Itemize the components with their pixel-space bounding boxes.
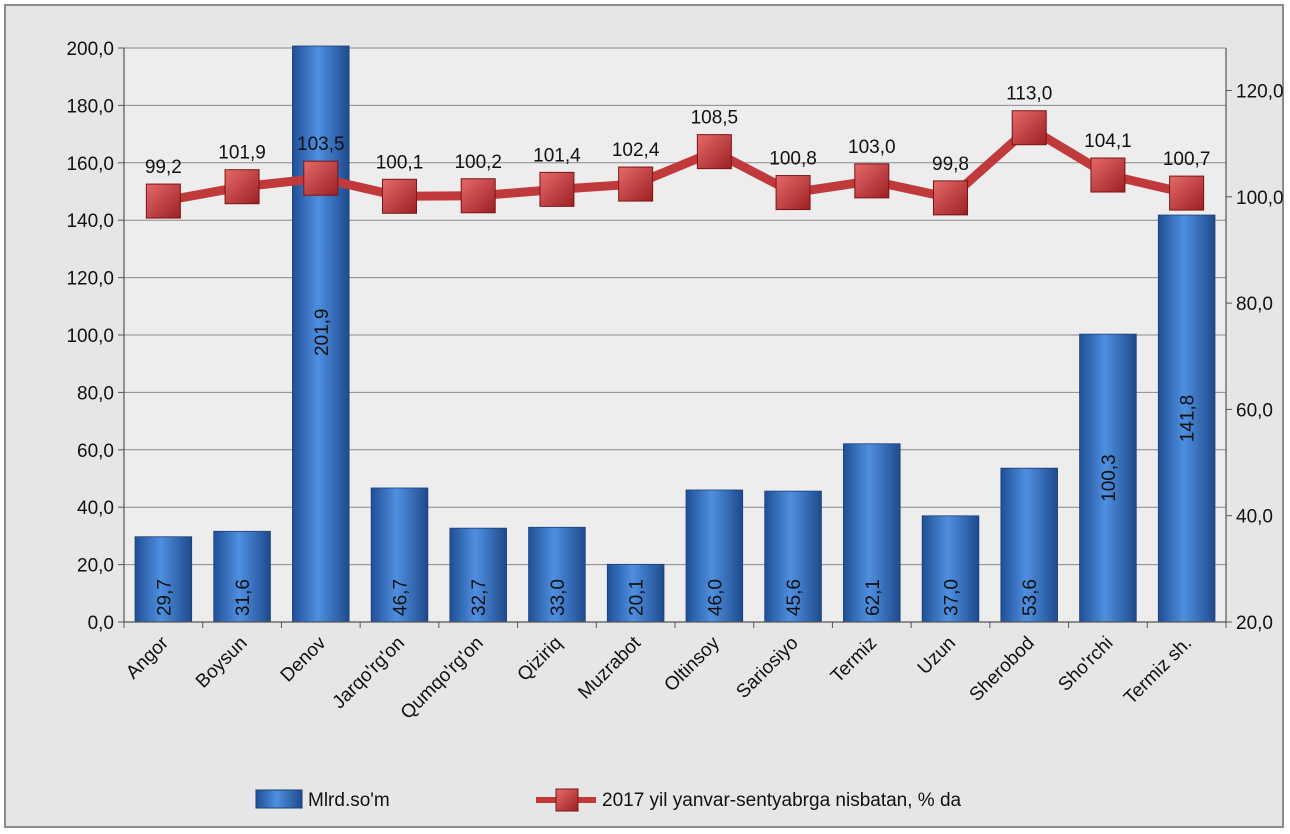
left-tick-label: 100,0 <box>66 326 114 347</box>
bar-value-label: 33,0 <box>548 579 569 616</box>
line-value-label: 100,1 <box>376 152 424 173</box>
left-tick-label: 0,0 <box>88 613 114 634</box>
category-label: Qiziriq <box>514 633 567 686</box>
line-marker <box>933 180 968 216</box>
line-value-label: 103,5 <box>297 134 345 155</box>
category-label: Boysun <box>192 633 252 693</box>
line-marker <box>460 178 496 214</box>
category-label: Jarqo'rg'on <box>329 633 409 713</box>
line-marker <box>696 134 732 170</box>
left-tick-label: 140,0 <box>66 211 114 232</box>
line-marker <box>145 183 181 219</box>
line-value-label: 99,8 <box>932 154 969 175</box>
category-label: Sho'rchi <box>1054 633 1117 696</box>
line-marker <box>854 163 890 199</box>
left-tick-label: 80,0 <box>77 383 114 404</box>
right-tick-label: 20,0 <box>1236 613 1273 634</box>
legend-line-marker <box>555 788 579 812</box>
bar <box>134 536 193 623</box>
right-tick-label: 80,0 <box>1236 294 1273 315</box>
line-value-label: 104,1 <box>1084 131 1132 152</box>
legend: Mlrd.so'm 2017 yil yanvar-sentyabrga nisb… <box>255 788 962 812</box>
left-tick-label: 40,0 <box>77 498 114 519</box>
bar <box>213 530 271 623</box>
gridlines <box>124 47 1226 623</box>
bar-value-label: 32,7 <box>469 579 490 616</box>
line-marker <box>1169 175 1205 211</box>
line-marker <box>618 166 654 202</box>
chart-frame: 29,7 31,6 201,9 46,7 32,7 33,0 20,1 46,0 45,6 62,… <box>4 4 1284 828</box>
bar-value-label: 31,6 <box>233 579 254 616</box>
bar-value-label: 62,1 <box>863 579 884 616</box>
line-value-label: 102,4 <box>612 140 660 161</box>
bar-value-label: 100,3 <box>1099 454 1120 502</box>
line-value-label: 113,0 <box>1006 84 1052 105</box>
category-label: Angor <box>122 632 173 683</box>
bar <box>1079 333 1137 623</box>
left-tick-label: 60,0 <box>77 441 114 462</box>
bar-series: 29,7 31,6 201,9 46,7 32,7 33,0 20,1 46,0 45,6 62,… <box>134 45 1216 623</box>
bar-value-label: 201,9 <box>312 309 333 357</box>
legend-bar-swatch <box>255 789 303 809</box>
line-marker <box>539 171 575 207</box>
bar <box>1157 214 1216 623</box>
line-series <box>145 110 1205 219</box>
right-tick-label: 120,0 <box>1236 82 1284 103</box>
category-label: Termiz sh. <box>1120 633 1196 709</box>
category-label: Sariosiyo <box>732 633 802 703</box>
left-tick-label: 160,0 <box>66 154 114 175</box>
left-tick-label: 180,0 <box>66 96 114 117</box>
line-marker <box>382 178 417 214</box>
line-value-label: 108,5 <box>691 108 739 129</box>
line-value-label: 101,9 <box>218 143 266 164</box>
line-value-label: 100,7 <box>1163 149 1211 170</box>
bar-value-label: 46,7 <box>391 579 412 616</box>
line-value-label: 100,8 <box>769 149 817 170</box>
bar-value-label: 46,0 <box>705 579 726 616</box>
category-label: Denov <box>277 632 331 686</box>
right-tick-label: 60,0 <box>1236 400 1273 421</box>
bar <box>449 527 507 623</box>
line-marker <box>224 169 260 205</box>
bar <box>1000 467 1058 623</box>
bar-value-label: 141,8 <box>1178 395 1199 443</box>
category-label: Uzun <box>914 633 960 679</box>
line-marker <box>1090 157 1126 193</box>
category-label: Termiz <box>827 633 881 687</box>
right-tick-label: 100,0 <box>1236 188 1284 209</box>
category-label: Qumqo'rg'on <box>397 633 488 724</box>
left-tick-label: 200,0 <box>66 39 114 60</box>
bar <box>764 490 822 623</box>
line-marker <box>1011 110 1047 146</box>
bar <box>528 526 586 623</box>
bar-value-label: 29,7 <box>154 579 175 616</box>
category-label: Muzrabot <box>574 632 645 703</box>
data-labels: 99,2 101,9 103,5 100,1 100,2 101,4 102,4 108,5 1… <box>145 84 1211 178</box>
bar-value-label: 45,6 <box>784 579 805 616</box>
line-value-label: 101,4 <box>533 145 581 166</box>
bar <box>606 563 665 623</box>
legend-line-label: 2017 yil yanvar-sentyabrga nisbatan, % d… <box>602 790 962 811</box>
chart-svg: 29,7 31,6 201,9 46,7 32,7 33,0 20,1 46,0 45,6 62,… <box>66 39 1284 812</box>
line-marker <box>775 175 811 211</box>
line-value-label: 99,2 <box>145 157 182 178</box>
bar <box>370 487 429 623</box>
line-value-label: 100,2 <box>454 152 502 173</box>
bar-value-label: 37,0 <box>942 579 963 616</box>
bar <box>843 443 901 623</box>
category-label: Sherobod <box>966 633 1039 706</box>
legend-bar-label: Mlrd.so'm <box>308 790 390 811</box>
category-label: Oltinsoy <box>661 632 725 696</box>
left-tick-label: 20,0 <box>77 556 114 577</box>
bar <box>921 515 980 623</box>
left-tick-label: 120,0 <box>66 269 114 290</box>
right-tick-label: 40,0 <box>1236 507 1273 528</box>
bar-value-label: 53,6 <box>1020 579 1041 616</box>
line-value-label: 103,0 <box>848 137 896 158</box>
bar-value-label: 20,1 <box>627 579 648 616</box>
line-marker <box>303 160 339 196</box>
